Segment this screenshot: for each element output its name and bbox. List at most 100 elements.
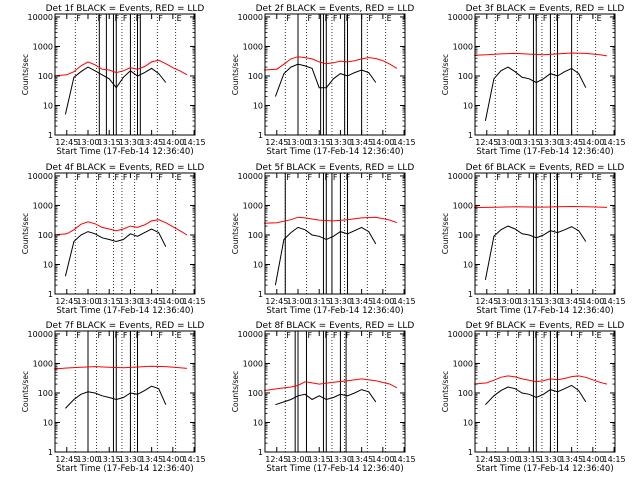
- y-tick-label: 1000: [243, 201, 263, 210]
- y-tick-label: 10: [463, 260, 473, 269]
- x-tick-label: 13:00: [496, 297, 519, 306]
- panel-title: Det 4f BLACK = Events, RED = LLD: [46, 163, 205, 173]
- y-axis-label: Counts/sec: [441, 371, 450, 412]
- marker-label: F: [333, 331, 338, 340]
- x-tick-label: 13:00: [76, 297, 99, 306]
- y-tick-label: 1000: [453, 201, 473, 210]
- panel-title: Det 5f BLACK = Events, RED = LLD: [256, 163, 415, 173]
- series-line-lld: [264, 216, 398, 224]
- y-tick-label: 1: [258, 290, 263, 299]
- x-tick-label: 12:45: [475, 455, 498, 464]
- x-tick-label: 14:15: [393, 455, 416, 464]
- x-tick-label: 13:00: [286, 455, 309, 464]
- series-line-lld: [474, 375, 608, 385]
- series-line-events: [484, 225, 587, 280]
- x-tick-label: 14:00: [581, 297, 604, 306]
- y-axis-label: Counts/sec: [21, 54, 30, 95]
- marker-label: F: [307, 173, 312, 182]
- marker-label: F: [158, 173, 163, 182]
- marker-label: F: [496, 14, 501, 23]
- panel-title: Det 6f BLACK = Events, RED = LLD: [466, 163, 625, 173]
- x-tick-label: 14:00: [581, 138, 604, 147]
- series-line-lld: [474, 52, 608, 57]
- y-axis-label: Counts/sec: [231, 54, 240, 95]
- x-tick-label: 13:15: [518, 455, 541, 464]
- y-tick-label: 1000: [33, 359, 53, 368]
- marker-label: E: [177, 14, 182, 23]
- marker-label: E: [387, 173, 392, 182]
- series-line-lld: [54, 219, 188, 236]
- y-tick-label: 100: [38, 389, 53, 398]
- marker-label: F: [496, 173, 501, 182]
- marker-label: F: [76, 331, 81, 340]
- marker-label: F: [534, 173, 539, 182]
- x-tick-label: 14:15: [603, 455, 626, 464]
- plot-frame: [54, 330, 196, 453]
- x-axis-label: Start Time (17-Feb-14 12:36:40): [56, 306, 193, 316]
- y-tick-label: 1: [468, 448, 473, 457]
- y-tick-label: 100: [458, 389, 473, 398]
- series-line-events: [65, 385, 167, 409]
- y-tick-label: 100: [248, 231, 263, 240]
- panel-title: Det 7f BLACK = Events, RED = LLD: [46, 321, 205, 331]
- x-tick-label: 12:45: [265, 297, 288, 306]
- y-tick-label: 1: [258, 131, 263, 140]
- x-axis-label: Start Time (17-Feb-14 12:36:40): [476, 464, 613, 474]
- y-tick-label: 10000: [238, 330, 263, 339]
- series-line-lld: [474, 205, 608, 208]
- y-tick-label: 1000: [33, 42, 53, 51]
- x-tick-label: 14:15: [183, 297, 206, 306]
- x-tick-label: 12:45: [475, 138, 498, 147]
- marker-label: F: [307, 331, 312, 340]
- y-tick-label: 1000: [453, 42, 473, 51]
- marker-label: F: [286, 14, 291, 23]
- marker-label: F: [97, 173, 102, 182]
- plot-frame: [264, 330, 406, 453]
- marker-label: E: [597, 14, 602, 23]
- x-axis-label: Start Time (17-Feb-14 12:36:40): [56, 147, 193, 157]
- marker-label: E: [177, 331, 182, 340]
- marker-label: F: [123, 331, 128, 340]
- marker-label: F: [114, 331, 119, 340]
- marker-label: F: [333, 173, 338, 182]
- y-tick-label: 10: [463, 418, 473, 427]
- x-axis-label: Start Time (17-Feb-14 12:36:40): [266, 464, 403, 474]
- marker-label: F: [556, 14, 561, 23]
- x-tick-label: 13:30: [329, 455, 352, 464]
- y-tick-label: 1000: [33, 201, 53, 210]
- x-tick-label: 13:15: [98, 455, 121, 464]
- x-tick-label: 12:45: [265, 138, 288, 147]
- y-tick-label: 1000: [453, 359, 473, 368]
- x-axis-label: Start Time (17-Feb-14 12:36:40): [56, 464, 193, 474]
- marker-label: F: [578, 173, 583, 182]
- y-tick-label: 1: [48, 131, 53, 140]
- y-tick-label: 10000: [448, 13, 473, 22]
- x-tick-label: 13:15: [518, 138, 541, 147]
- y-tick-label: 10000: [238, 172, 263, 181]
- marker-label: F: [324, 173, 329, 182]
- x-tick-label: 13:30: [119, 138, 142, 147]
- x-tick-label: 13:00: [76, 138, 99, 147]
- marker-label: F: [534, 331, 539, 340]
- x-tick-label: 13:45: [350, 138, 373, 147]
- series-line-events: [64, 66, 167, 115]
- y-tick-label: 10: [253, 101, 263, 110]
- x-tick-label: 14:00: [371, 455, 394, 464]
- marker-label: F: [556, 331, 561, 340]
- x-tick-label: 13:15: [308, 455, 331, 464]
- series-line-lld: [54, 59, 188, 77]
- y-tick-label: 1: [48, 448, 53, 457]
- x-axis-label: Start Time (17-Feb-14 12:36:40): [476, 306, 613, 316]
- series-line-events: [485, 384, 587, 406]
- marker-label: F: [578, 331, 583, 340]
- y-tick-label: 100: [248, 389, 263, 398]
- marker-label: F: [534, 14, 539, 23]
- x-tick-label: 13:00: [496, 138, 519, 147]
- x-tick-label: 13:00: [286, 297, 309, 306]
- x-tick-label: 13:30: [119, 297, 142, 306]
- marker-label: F: [368, 14, 373, 23]
- series-line-lld: [264, 56, 398, 71]
